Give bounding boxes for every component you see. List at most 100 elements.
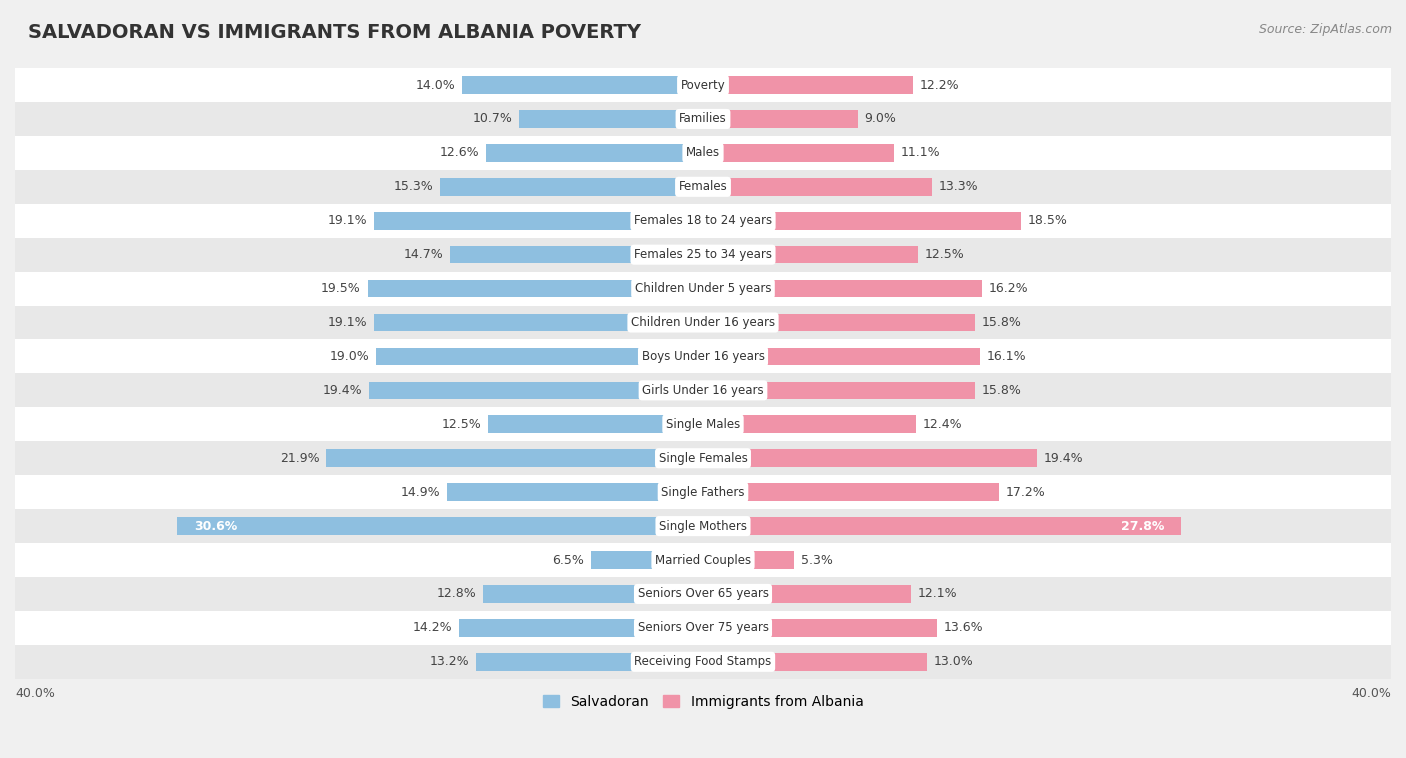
Text: Females 25 to 34 years: Females 25 to 34 years	[634, 248, 772, 262]
Bar	[703, 144, 894, 161]
Bar	[463, 77, 703, 94]
Bar	[519, 110, 703, 128]
Text: 12.8%: 12.8%	[436, 587, 477, 600]
Bar	[703, 449, 1036, 467]
Text: 11.1%: 11.1%	[901, 146, 941, 159]
Bar	[703, 619, 936, 637]
Text: Receiving Food Stamps: Receiving Food Stamps	[634, 656, 772, 669]
Text: 5.3%: 5.3%	[801, 553, 832, 566]
Bar	[591, 551, 703, 568]
Bar	[703, 348, 980, 365]
Text: 19.5%: 19.5%	[321, 282, 361, 295]
Text: 14.2%: 14.2%	[412, 622, 451, 634]
Text: Females: Females	[679, 180, 727, 193]
Text: 13.6%: 13.6%	[943, 622, 983, 634]
Bar	[15, 102, 1391, 136]
Bar	[703, 314, 974, 331]
Bar	[15, 475, 1391, 509]
Bar	[15, 68, 1391, 102]
Bar	[703, 415, 917, 433]
Bar	[15, 407, 1391, 441]
Text: Girls Under 16 years: Girls Under 16 years	[643, 384, 763, 397]
Text: 12.5%: 12.5%	[441, 418, 481, 431]
Text: Children Under 16 years: Children Under 16 years	[631, 316, 775, 329]
Text: Boys Under 16 years: Boys Under 16 years	[641, 350, 765, 363]
Bar	[15, 611, 1391, 645]
Text: 12.5%: 12.5%	[925, 248, 965, 262]
Bar	[15, 136, 1391, 170]
Bar	[374, 212, 703, 230]
Text: Single Mothers: Single Mothers	[659, 519, 747, 533]
Text: 9.0%: 9.0%	[865, 112, 897, 126]
Bar	[488, 415, 703, 433]
Bar	[15, 170, 1391, 204]
Bar	[703, 178, 932, 196]
Bar	[703, 551, 794, 568]
Bar	[703, 110, 858, 128]
Legend: Salvadoran, Immigrants from Albania: Salvadoran, Immigrants from Albania	[537, 690, 869, 715]
Text: Seniors Over 65 years: Seniors Over 65 years	[637, 587, 769, 600]
Text: 16.2%: 16.2%	[988, 282, 1028, 295]
Text: 19.0%: 19.0%	[329, 350, 370, 363]
Text: SALVADORAN VS IMMIGRANTS FROM ALBANIA POVERTY: SALVADORAN VS IMMIGRANTS FROM ALBANIA PO…	[28, 23, 641, 42]
Bar	[703, 77, 912, 94]
Text: 12.6%: 12.6%	[440, 146, 479, 159]
Bar	[370, 381, 703, 399]
Text: 13.0%: 13.0%	[934, 656, 973, 669]
Text: 19.1%: 19.1%	[328, 316, 367, 329]
Bar	[177, 517, 703, 535]
Text: Single Females: Single Females	[658, 452, 748, 465]
Bar	[15, 271, 1391, 305]
Text: 18.5%: 18.5%	[1028, 215, 1069, 227]
Bar	[15, 509, 1391, 543]
Text: 17.2%: 17.2%	[1005, 486, 1046, 499]
Bar	[367, 280, 703, 297]
Bar	[15, 441, 1391, 475]
Bar	[458, 619, 703, 637]
Text: 19.4%: 19.4%	[323, 384, 363, 397]
Text: 14.0%: 14.0%	[416, 79, 456, 92]
Bar	[15, 238, 1391, 271]
Text: 16.1%: 16.1%	[987, 350, 1026, 363]
Bar	[15, 204, 1391, 238]
Bar	[15, 543, 1391, 577]
Bar	[15, 577, 1391, 611]
Bar	[374, 314, 703, 331]
Text: 12.2%: 12.2%	[920, 79, 959, 92]
Bar	[703, 585, 911, 603]
Text: 19.1%: 19.1%	[328, 215, 367, 227]
Bar	[450, 246, 703, 264]
Text: 6.5%: 6.5%	[553, 553, 585, 566]
Bar	[703, 484, 998, 501]
Bar	[703, 212, 1021, 230]
Text: Single Males: Single Males	[666, 418, 740, 431]
Text: Single Fathers: Single Fathers	[661, 486, 745, 499]
Bar	[15, 374, 1391, 407]
Text: Females 18 to 24 years: Females 18 to 24 years	[634, 215, 772, 227]
Bar	[15, 645, 1391, 678]
Text: 13.2%: 13.2%	[429, 656, 470, 669]
Text: Males: Males	[686, 146, 720, 159]
Bar	[326, 449, 703, 467]
Bar	[482, 585, 703, 603]
Text: 21.9%: 21.9%	[280, 452, 319, 465]
Text: 30.6%: 30.6%	[194, 519, 238, 533]
Text: 13.3%: 13.3%	[939, 180, 979, 193]
Bar	[477, 653, 703, 671]
Text: 10.7%: 10.7%	[472, 112, 512, 126]
Bar	[447, 484, 703, 501]
Bar	[703, 246, 918, 264]
Bar	[15, 305, 1391, 340]
Text: Children Under 5 years: Children Under 5 years	[634, 282, 772, 295]
Text: 15.8%: 15.8%	[981, 316, 1022, 329]
Text: 12.1%: 12.1%	[918, 587, 957, 600]
Bar	[440, 178, 703, 196]
Text: 15.3%: 15.3%	[394, 180, 433, 193]
Text: 14.7%: 14.7%	[404, 248, 443, 262]
Text: 14.9%: 14.9%	[401, 486, 440, 499]
Bar	[486, 144, 703, 161]
Text: Seniors Over 75 years: Seniors Over 75 years	[637, 622, 769, 634]
Bar	[15, 340, 1391, 374]
Text: 12.4%: 12.4%	[924, 418, 963, 431]
Text: Married Couples: Married Couples	[655, 553, 751, 566]
